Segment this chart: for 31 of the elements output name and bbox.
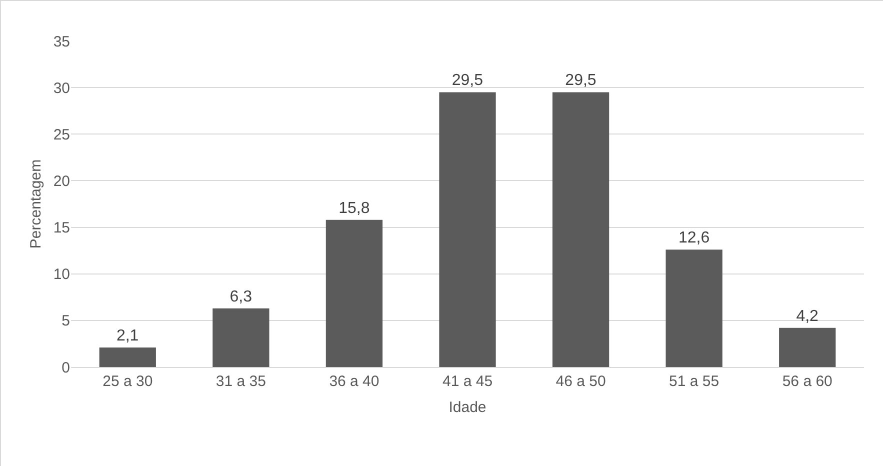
x-tick-label: 46 a 50 <box>556 373 606 390</box>
x-tick-label: 56 a 60 <box>782 373 832 390</box>
y-tick-label: 10 <box>53 266 70 284</box>
x-tick-label: 51 a 55 <box>669 373 720 390</box>
y-tick-label: 30 <box>53 80 70 97</box>
bar <box>326 220 383 367</box>
y-axis-title: Percentagem <box>28 159 45 249</box>
bar <box>99 347 156 367</box>
x-axis-title: Idade <box>448 399 486 416</box>
bar <box>212 308 270 367</box>
data-label: 4,2 <box>796 308 819 325</box>
y-tick-label: 15 <box>53 220 70 237</box>
data-label: 12,6 <box>678 230 710 247</box>
y-tick-label: 5 <box>62 312 70 330</box>
data-label: 2,1 <box>116 327 139 344</box>
bar <box>779 328 836 367</box>
data-label: 29,5 <box>565 72 596 90</box>
data-label: 6,3 <box>230 288 252 306</box>
bar <box>552 92 610 367</box>
x-tick-label: 41 a 45 <box>442 373 493 390</box>
data-label: 29,5 <box>452 72 484 90</box>
x-tick-label: 36 a 40 <box>329 373 380 390</box>
bar <box>439 92 496 367</box>
data-label: 15,8 <box>338 200 370 217</box>
y-tick-label: 0 <box>62 359 70 376</box>
x-tick-label: 25 a 30 <box>102 373 153 390</box>
y-tick-label: 20 <box>53 172 70 190</box>
x-tick-label: 31 a 35 <box>216 373 266 390</box>
bar <box>666 250 722 367</box>
y-tick-label: 35 <box>53 33 70 50</box>
y-tick-label: 25 <box>53 126 70 144</box>
